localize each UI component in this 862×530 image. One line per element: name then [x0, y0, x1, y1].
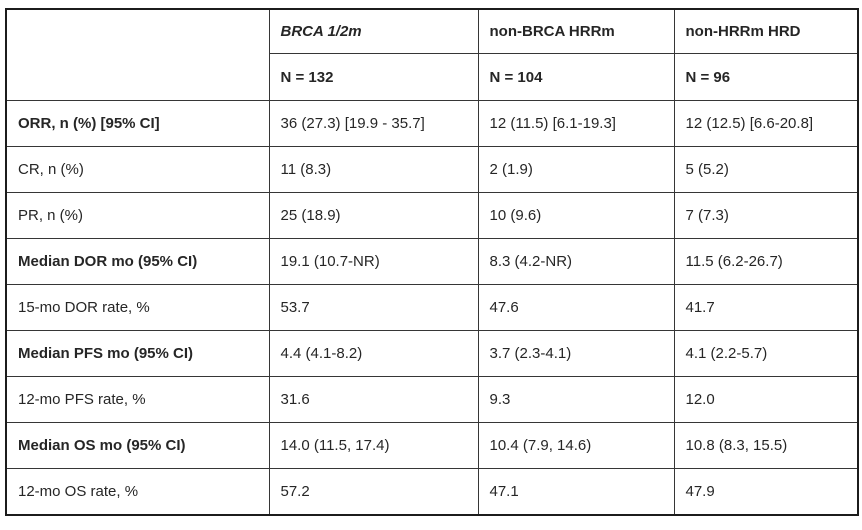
cell-value: 41.7	[673, 284, 859, 331]
cell-value: 25 (18.9)	[268, 192, 479, 239]
row-label: 12-mo PFS rate, %	[5, 376, 270, 423]
row-label: PR, n (%)	[5, 192, 270, 239]
table-row-pr: PR, n (%) 25 (18.9) 10 (9.6) 7 (7.3)	[5, 192, 859, 239]
corner-cell	[5, 8, 270, 101]
row-label: Median OS mo (95% CI)	[5, 422, 270, 469]
cell-value: 10.8 (8.3, 15.5)	[673, 422, 859, 469]
cell-value: 10 (9.6)	[477, 192, 675, 239]
cell-value: 3.7 (2.3-4.1)	[477, 330, 675, 377]
table-row-orr: ORR, n (%) [95% CI] 36 (27.3) [19.9 - 35…	[5, 100, 859, 147]
cell-value: 47.9	[673, 468, 859, 516]
cell-value: 47.1	[477, 468, 675, 516]
n-count-cell: N = 96	[673, 53, 859, 101]
cell-value: 14.0 (11.5, 17.4)	[268, 422, 479, 469]
cell-value: 57.2	[268, 468, 479, 516]
header-n-row: N = 132 N = 104 N = 96	[6, 53, 859, 101]
cell-value: 8.3 (4.2-NR)	[477, 238, 675, 285]
cell-value: 7 (7.3)	[673, 192, 859, 239]
table-row-cr: CR, n (%) 11 (8.3) 2 (1.9) 5 (5.2)	[5, 146, 859, 193]
table-row-median-os: Median OS mo (95% CI) 14.0 (11.5, 17.4) …	[5, 422, 859, 469]
cell-value: 19.1 (10.7-NR)	[268, 238, 479, 285]
cell-value: 4.4 (4.1-8.2)	[268, 330, 479, 377]
header-group-row: BRCA 1/2m non-BRCA HRRm non-HRRm HRD	[5, 8, 859, 101]
cell-value: 31.6	[268, 376, 479, 423]
n-count-cell: N = 104	[477, 53, 675, 101]
column-header-non-brca-hrrm: non-BRCA HRRm	[477, 8, 675, 54]
cell-value: 11.5 (6.2-26.7)	[673, 238, 859, 285]
table-row-median-pfs: Median PFS mo (95% CI) 4.4 (4.1-8.2) 3.7…	[5, 330, 859, 377]
cell-value: 9.3	[477, 376, 675, 423]
cell-value: 4.1 (2.2-5.7)	[673, 330, 859, 377]
table-row-dor-rate: 15-mo DOR rate, % 53.7 47.6 41.7	[5, 284, 859, 331]
row-label: CR, n (%)	[5, 146, 270, 193]
cell-value: 11 (8.3)	[268, 146, 479, 193]
table-row-os-rate: 12-mo OS rate, % 57.2 47.1 47.9	[5, 468, 859, 516]
column-header-non-hrrm-hrd: non-HRRm HRD	[673, 8, 859, 54]
row-label: Median PFS mo (95% CI)	[5, 330, 270, 377]
cell-value: 12.0	[673, 376, 859, 423]
column-header-brca12m: BRCA 1/2m	[268, 8, 479, 54]
n-count-cell: N = 132	[268, 53, 479, 101]
cell-value: 53.7	[268, 284, 479, 331]
cell-value: 36 (27.3) [19.9 - 35.7]	[268, 100, 479, 147]
row-label: 12-mo OS rate, %	[5, 468, 270, 516]
row-label: ORR, n (%) [95% CI]	[5, 100, 270, 147]
row-label: Median DOR mo (95% CI)	[5, 238, 270, 285]
cell-value: 5 (5.2)	[673, 146, 859, 193]
row-label: 15-mo DOR rate, %	[5, 284, 270, 331]
cell-value: 2 (1.9)	[477, 146, 675, 193]
cell-value: 47.6	[477, 284, 675, 331]
cell-value: 10.4 (7.9, 14.6)	[477, 422, 675, 469]
table-row-pfs-rate: 12-mo PFS rate, % 31.6 9.3 12.0	[5, 376, 859, 423]
cell-value: 12 (12.5) [6.6-20.8]	[673, 100, 859, 147]
table-row-median-dor: Median DOR mo (95% CI) 19.1 (10.7-NR) 8.…	[5, 238, 859, 285]
cell-value: 12 (11.5) [6.1-19.3]	[477, 100, 675, 147]
efficacy-results-table: BRCA 1/2m non-BRCA HRRm non-HRRm HRD N =…	[5, 8, 859, 516]
